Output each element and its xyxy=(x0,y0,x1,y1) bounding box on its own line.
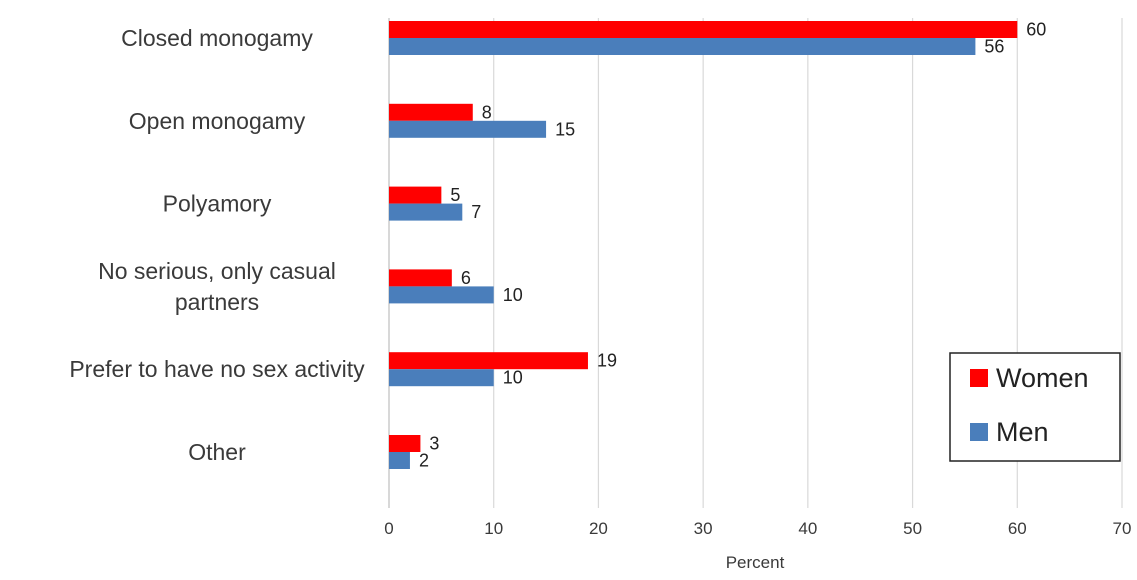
legend: Women Men xyxy=(949,352,1121,462)
bar-women xyxy=(389,186,442,204)
category-labels: Closed monogamy Open monogamy Polyamory No … xyxy=(69,25,365,465)
category-label: Prefer to have no sex activity xyxy=(69,356,365,382)
category-label: Polyamory xyxy=(163,191,272,217)
data-label-men: 15 xyxy=(555,119,575,139)
gridlines xyxy=(388,18,1123,508)
category-label: Closed monogamy xyxy=(121,25,313,51)
bar-women xyxy=(389,103,473,121)
data-label-men: 10 xyxy=(503,285,523,305)
data-label-men: 2 xyxy=(419,451,429,471)
data-label-women: 3 xyxy=(429,434,439,454)
data-label-women: 60 xyxy=(1026,20,1046,40)
bar-men xyxy=(389,369,494,387)
bars xyxy=(389,21,1018,469)
data-label-women: 8 xyxy=(482,102,492,122)
data-labels: 60 56 8 15 57 6 10 19 10 32 xyxy=(419,20,1046,471)
x-tick-label: 30 xyxy=(694,519,713,538)
data-label-women: 6 xyxy=(461,268,471,288)
category-label: partners xyxy=(175,289,259,315)
bar-men xyxy=(389,286,494,304)
legend-label-women: Women xyxy=(996,363,1089,393)
legend-swatch-men xyxy=(970,423,988,441)
bar-women xyxy=(389,352,588,370)
category-label: Other xyxy=(188,439,246,465)
data-label-men: 7 xyxy=(471,202,481,222)
x-tick-label: 10 xyxy=(484,519,503,538)
x-tick-label: 40 xyxy=(798,519,817,538)
legend-swatch-women xyxy=(970,369,988,387)
x-tick-label: 60 xyxy=(1008,519,1027,538)
x-tick-label: 70 xyxy=(1113,519,1132,538)
x-tick-labels: 0 10 20 30 40 50 60 70 xyxy=(384,519,1131,538)
legend-label-men: Men xyxy=(996,417,1049,447)
x-tick-label: 0 xyxy=(384,519,393,538)
bar-men xyxy=(389,203,463,221)
bar-men xyxy=(389,120,547,138)
x-axis-title: Percent xyxy=(726,553,785,572)
category-label: Open monogamy xyxy=(129,108,306,134)
bar-men xyxy=(389,452,410,469)
bar-women xyxy=(389,435,421,452)
x-tick-label: 20 xyxy=(589,519,608,538)
data-label-men: 10 xyxy=(503,368,523,388)
x-tick-label: 50 xyxy=(903,519,922,538)
category-label: No serious, only casual xyxy=(98,258,336,284)
bar-men xyxy=(389,38,976,55)
data-label-women: 19 xyxy=(597,351,617,371)
bar-women xyxy=(389,21,1018,38)
bar-women xyxy=(389,269,452,287)
data-label-men: 56 xyxy=(984,37,1004,57)
data-label-women: 5 xyxy=(450,185,460,205)
